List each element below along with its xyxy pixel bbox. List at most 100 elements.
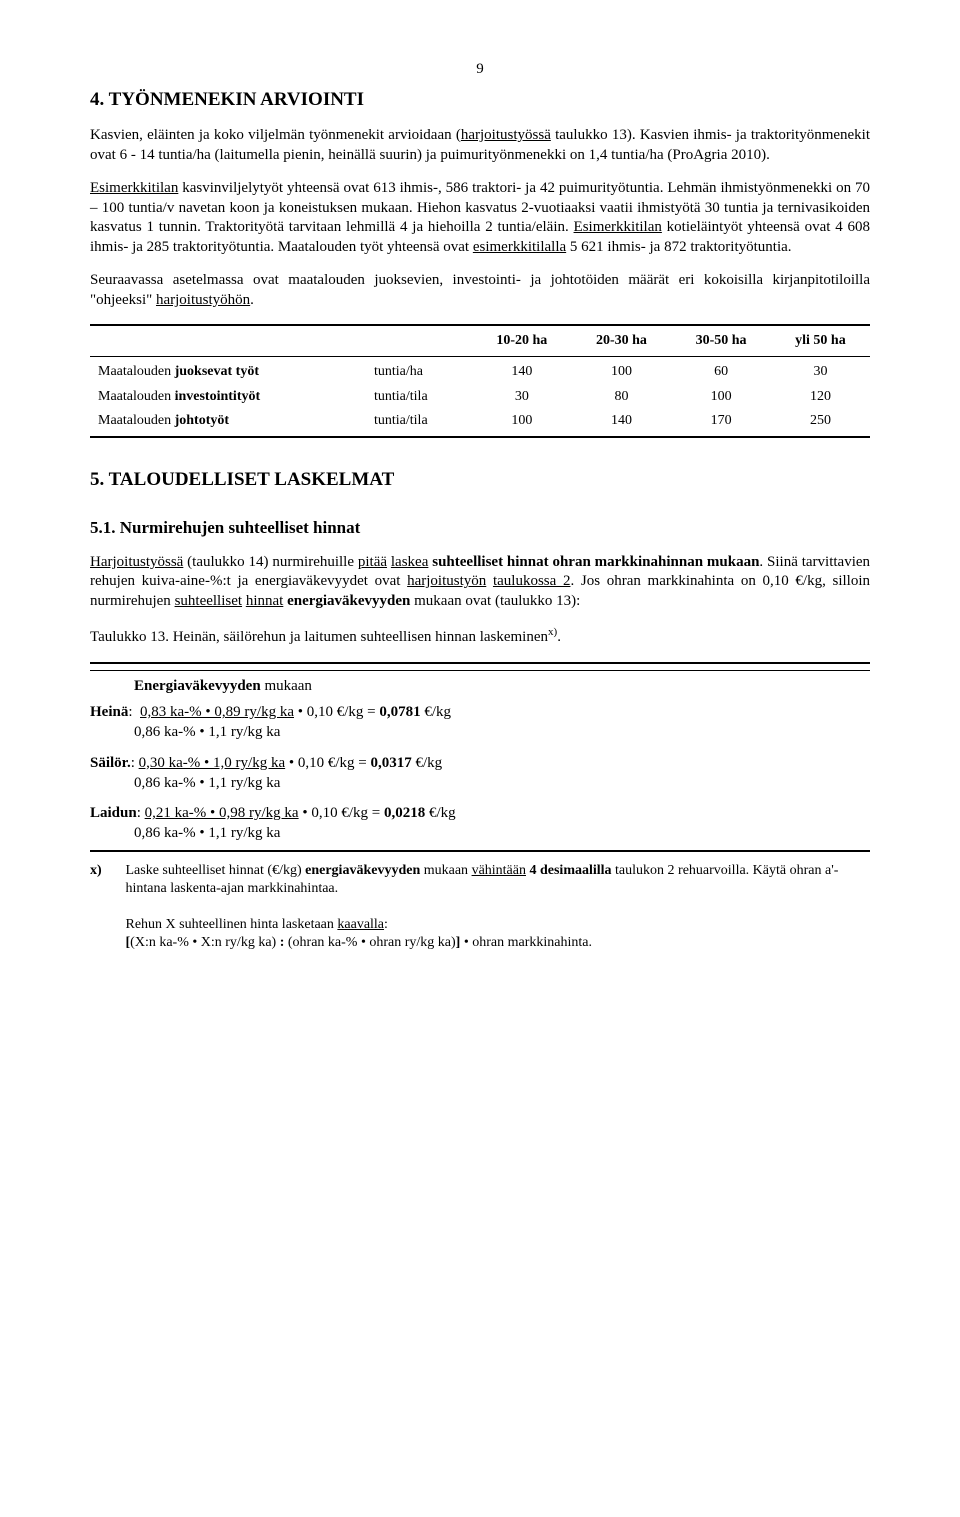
text: (ohran ka-% • ohran ry/kg ka) [284, 935, 455, 950]
text: mukaan [261, 678, 312, 694]
heading-5: 5. TALOUDELLISET LASKELMAT [90, 468, 870, 493]
th: yli 50 ha [771, 325, 870, 357]
cell: tuntia/tila [366, 385, 472, 409]
text: Laske suhteelliset hinnat (€/kg) [126, 863, 306, 878]
text-underline: kaavalla [337, 917, 384, 932]
cell: Maatalouden [98, 413, 175, 428]
unit: €/kg [425, 805, 455, 821]
text-underline: laskea [391, 554, 428, 570]
text-underline: Esimerkkitilan [90, 180, 178, 196]
text-underline: harjoitustyöhön [156, 292, 250, 308]
text-bold: suhteelliset hinnat ohran markkinahinnan… [432, 554, 759, 570]
result: 0,0317 [371, 755, 412, 771]
th-blank [90, 325, 366, 357]
calc-heina: Heinä: 0,83 ka-% • 0,89 ry/kg ka • 0,10 … [90, 702, 870, 743]
cell: 140 [472, 357, 572, 385]
text: : [384, 917, 388, 932]
cell: Maatalouden [98, 389, 175, 404]
text: (taulukko 14) nurmirehuille [183, 554, 358, 570]
cell: tuntia/tila [366, 409, 472, 437]
footnote-x: x) Laske suhteelliset hinnat (€/kg) ener… [90, 862, 870, 953]
footnote-label: x) [90, 862, 122, 880]
text: 5 621 ihmis- ja 872 traktorityötuntia. [566, 239, 791, 255]
cell: Maatalouden [98, 364, 175, 379]
text-underline: suhteelliset [175, 593, 243, 609]
cell-bold: investointityöt [175, 389, 261, 404]
label: Heinä [90, 704, 128, 720]
cell: 170 [671, 409, 771, 437]
table-row: Maatalouden johtotyöt tuntia/tila 100 14… [90, 409, 870, 437]
th: 30-50 ha [671, 325, 771, 357]
numerator: 0,21 ka-% • 0,98 ry/kg ka [145, 805, 299, 821]
numerator: 0,30 ka-% • 1,0 ry/kg ka [139, 755, 285, 771]
text: . [250, 292, 254, 308]
para-4: Harjoitustyössä (taulukko 14) nurmirehui… [90, 553, 870, 612]
result: 0,0218 [384, 805, 425, 821]
text: • 0,10 €/kg = [299, 805, 384, 821]
unit: €/kg [421, 704, 451, 720]
cell: 120 [771, 385, 870, 409]
cell: 140 [572, 409, 672, 437]
text: mukaan ovat (taulukko 13): [410, 593, 580, 609]
text-underline: harjoitustyön [407, 573, 486, 589]
cell: 100 [472, 409, 572, 437]
text-bold: Energiaväkevyyden [134, 678, 261, 694]
energy-header: Energiaväkevyyden mukaan [90, 670, 870, 697]
text: Rehun X suhteellinen hinta lasketaan [126, 917, 338, 932]
result: 0,0781 [379, 704, 420, 720]
cell: 100 [572, 357, 672, 385]
th-blank [366, 325, 472, 357]
page-number: 9 [90, 60, 870, 80]
cell: tuntia/ha [366, 357, 472, 385]
th: 10-20 ha [472, 325, 572, 357]
text-sup: x) [548, 626, 557, 638]
calc-laidun: Laidun: 0,21 ka-% • 0,98 ry/kg ka • 0,10… [90, 803, 870, 852]
text: mukaan [420, 863, 471, 878]
text-underline: taulukossa 2 [493, 573, 571, 589]
cell-bold: johtotyöt [175, 413, 229, 428]
work-table: 10-20 ha 20-30 ha 30-50 ha yli 50 ha Maa… [90, 324, 870, 438]
heading-5-1: 5.1. Nurmirehujen suhteelliset hinnat [90, 517, 870, 539]
text-underline: Esimerkkitilan [574, 219, 662, 235]
cell: 100 [671, 385, 771, 409]
table-row: Maatalouden investointityöt tuntia/tila … [90, 385, 870, 409]
para-2: Esimerkkitilan kasvinviljelytyöt yhteens… [90, 179, 870, 257]
rule [90, 662, 870, 668]
text: Kasvien, eläinten ja koko viljelmän työn… [90, 127, 461, 143]
numerator: 0,83 ka-% • 0,89 ry/kg ka [140, 704, 294, 720]
unit: €/kg [412, 755, 442, 771]
cell: 250 [771, 409, 870, 437]
cell: 80 [572, 385, 672, 409]
cell: 60 [671, 357, 771, 385]
text-underline: pitää [358, 554, 387, 570]
text-underline: esimerkkitilalla [473, 239, 566, 255]
cell-bold: juoksevat työt [175, 364, 259, 379]
text-underline: harjoitustyössä [461, 127, 551, 143]
th: 20-30 ha [572, 325, 672, 357]
para-1: Kasvien, eläinten ja koko viljelmän työn… [90, 126, 870, 165]
label: Laidun [90, 805, 137, 821]
text [486, 573, 493, 589]
text: • 0,10 €/kg = [285, 755, 370, 771]
text: • 0,10 €/kg = [294, 704, 379, 720]
denominator: 0,86 ka-% • 1,1 ry/kg ka [90, 722, 870, 742]
text: Taulukko 13. Heinän, säilörehun ja laitu… [90, 629, 548, 645]
para-3: Seuraavassa asetelmassa ovat maatalouden… [90, 271, 870, 310]
table-row: Maatalouden juoksevat työt tuntia/ha 140… [90, 357, 870, 385]
text-bold: energiaväkevyyden [305, 863, 420, 878]
calc-sailor: Säilör.: 0,30 ka-% • 1,0 ry/kg ka • 0,10… [90, 753, 870, 794]
text-underline: vähintään [472, 863, 526, 878]
denominator: 0,86 ka-% • 1,1 ry/kg ka [90, 823, 870, 843]
text-bold: 4 desimaalilla [529, 863, 611, 878]
heading-4: 4. TYÖNMENEKIN ARVIOINTI [90, 88, 870, 113]
text: • ohran markkinahinta. [460, 935, 592, 950]
text-underline: hinnat [246, 593, 284, 609]
cell: 30 [771, 357, 870, 385]
cell: 30 [472, 385, 572, 409]
text-underline: Harjoitustyössä [90, 554, 183, 570]
label: Säilör. [90, 755, 131, 771]
text: (X:n ka-% • X:n ry/kg ka) [130, 935, 280, 950]
denominator: 0,86 ka-% • 1,1 ry/kg ka [90, 773, 870, 793]
table-13-caption: Taulukko 13. Heinän, säilörehun ja laitu… [90, 625, 870, 648]
text-bold: energiaväkevyyden [287, 593, 410, 609]
